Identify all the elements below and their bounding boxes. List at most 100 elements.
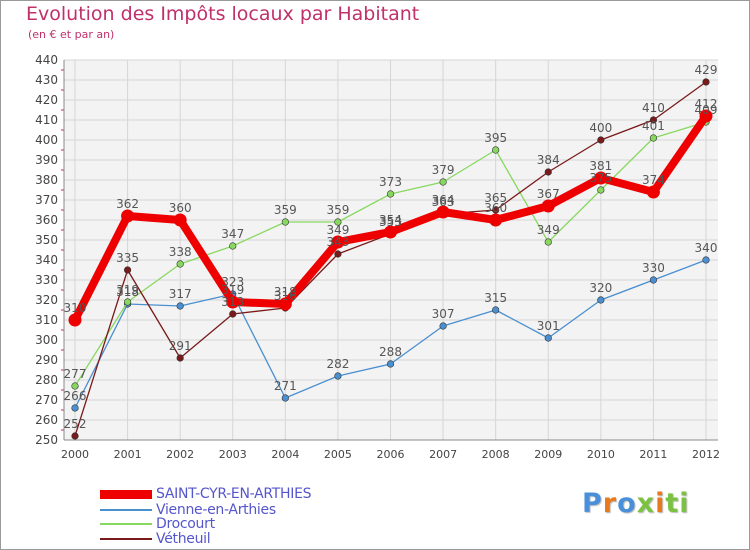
data-point-vienne-en-arthies (71, 404, 79, 412)
data-point-saint-cyr-en-arthies (173, 213, 187, 227)
data-label-vienne-en-arthies: 266 (64, 389, 87, 403)
data-label-v-theuil: 365 (484, 191, 507, 205)
data-point-saint-cyr-en-arthies (121, 209, 135, 223)
x-tick-label: 2011 (639, 448, 667, 461)
legend-swatch-vienne (100, 509, 152, 511)
data-label-saint-cyr-en-arthies: 360 (484, 201, 507, 215)
data-point-vienne-en-arthies (176, 302, 184, 310)
y-tick-label: 410 (35, 113, 58, 127)
data-label-vienne-en-arthies: 330 (642, 261, 665, 275)
data-point-vienne-en-arthies (649, 276, 658, 284)
y-tick-label: 440 (35, 53, 58, 67)
y-tick-label: 250 (35, 433, 58, 447)
data-point-saint-cyr-en-arthies (278, 297, 292, 311)
data-label-drocourt: 395 (484, 131, 507, 145)
data-label-v-theuil: 400 (589, 121, 612, 135)
data-point-saint-cyr-en-arthies (699, 109, 713, 123)
data-label-vienne-en-arthies: 288 (379, 345, 402, 359)
data-label-vienne-en-arthies: 282 (326, 357, 349, 371)
x-tick-label: 2002 (166, 448, 194, 461)
y-tick-label: 320 (35, 293, 58, 307)
chart-title: Evolution des Impôts locaux par Habitant (26, 3, 420, 25)
y-tick-label: 290 (35, 353, 58, 367)
y-tick-label: 430 (35, 73, 58, 87)
data-point-v-theuil (544, 168, 552, 176)
data-label-v-theuil: 313 (221, 295, 244, 309)
x-tick-label: 2005 (324, 448, 352, 461)
x-tick-label: 2000 (61, 448, 89, 461)
data-labels: 266 318 317 323 271 282 288 307 315 301 320 330 340 2… (64, 63, 718, 431)
data-label-drocourt: 359 (326, 203, 349, 217)
legend-item-vetheuil: Vétheuil (100, 531, 211, 547)
y-tick-label: 340 (35, 253, 58, 267)
x-tick-label: 2008 (482, 448, 510, 461)
data-point-drocourt (281, 218, 289, 226)
y-tick-label: 390 (35, 153, 58, 167)
data-point-v-theuil (649, 116, 658, 124)
data-point-v-theuil (229, 310, 237, 318)
data-point-v-theuil (492, 206, 500, 214)
data-label-saint-cyr-en-arthies: 412 (695, 97, 718, 111)
y-tick-label: 350 (35, 233, 58, 247)
data-point-saint-cyr-en-arthies (594, 171, 608, 185)
legend-label-vienne: Vienne-en-Arthies (156, 502, 276, 518)
legend-item-vienne: Vienne-en-Arthies (100, 502, 276, 518)
x-tick-label: 2001 (114, 448, 142, 461)
x-tick-label: 2012 (692, 448, 720, 461)
data-label-v-theuil: 410 (642, 101, 665, 115)
data-point-saint-cyr-en-arthies (226, 295, 240, 309)
data-label-vienne-en-arthies: 317 (169, 287, 192, 301)
x-tick-label: 2007 (429, 448, 457, 461)
legend-label-saint-cyr: SAINT-CYR-EN-ARTHIES (156, 486, 312, 502)
data-point-drocourt (597, 186, 605, 194)
data-label-vienne-en-arthies: 320 (589, 281, 612, 295)
data-label-drocourt: 338 (169, 245, 192, 259)
x-tick-label: 2004 (271, 448, 299, 461)
data-point-drocourt (176, 260, 184, 268)
data-label-vienne-en-arthies: 271 (274, 379, 297, 393)
legend-label-vetheuil: Vétheuil (156, 531, 211, 547)
legend-label-drocourt: Drocourt (156, 516, 215, 532)
y-tick-label: 370 (35, 193, 58, 207)
y-tick-label: 300 (35, 333, 58, 347)
y-tick-label: 400 (35, 133, 58, 147)
data-point-vienne-en-arthies (597, 296, 605, 304)
data-label-saint-cyr-en-arthies: 374 (642, 173, 665, 187)
data-label-v-theuil: 291 (169, 339, 192, 353)
data-label-drocourt: 401 (642, 119, 665, 133)
x-tick-label: 2009 (534, 448, 562, 461)
data-point-drocourt (229, 242, 237, 250)
data-label-v-theuil: 252 (64, 417, 87, 431)
data-label-vienne-en-arthies: 323 (221, 275, 244, 289)
data-label-vienne-en-arthies: 307 (432, 307, 455, 321)
x-tick-label: 2010 (587, 448, 615, 461)
x-tick-label: 2003 (219, 448, 247, 461)
data-point-saint-cyr-en-arthies (541, 199, 555, 213)
legend-swatch-saint-cyr (100, 489, 152, 499)
data-label-v-theuil: 429 (695, 63, 718, 77)
data-point-saint-cyr-en-arthies (331, 235, 345, 249)
data-label-drocourt: 409 (695, 103, 718, 117)
data-label-drocourt: 359 (274, 203, 297, 217)
data-label-v-theuil: 343 (326, 235, 349, 249)
data-point-drocourt (334, 218, 342, 226)
data-label-drocourt: 379 (432, 163, 455, 177)
data-label-vienne-en-arthies: 301 (537, 319, 560, 333)
y-tick-label: 420 (35, 93, 58, 107)
data-point-drocourt (492, 146, 500, 154)
series-lines (68, 78, 713, 440)
data-point-vienne-en-arthies (334, 372, 342, 380)
data-label-v-theuil: 384 (537, 153, 560, 167)
data-point-v-theuil (71, 432, 79, 440)
data-label-saint-cyr-en-arthies: 349 (326, 223, 349, 237)
data-point-saint-cyr-en-arthies (646, 185, 660, 199)
data-label-saint-cyr-en-arthies: 310 (64, 301, 87, 315)
data-label-saint-cyr-en-arthies: 319 (221, 283, 244, 297)
data-point-vienne-en-arthies (544, 334, 552, 342)
data-point-v-theuil (123, 266, 132, 274)
data-point-v-theuil (334, 250, 342, 258)
data-label-drocourt: 375 (589, 171, 612, 185)
data-point-saint-cyr-en-arthies (489, 213, 503, 227)
data-label-v-theuil: 363 (432, 195, 455, 209)
